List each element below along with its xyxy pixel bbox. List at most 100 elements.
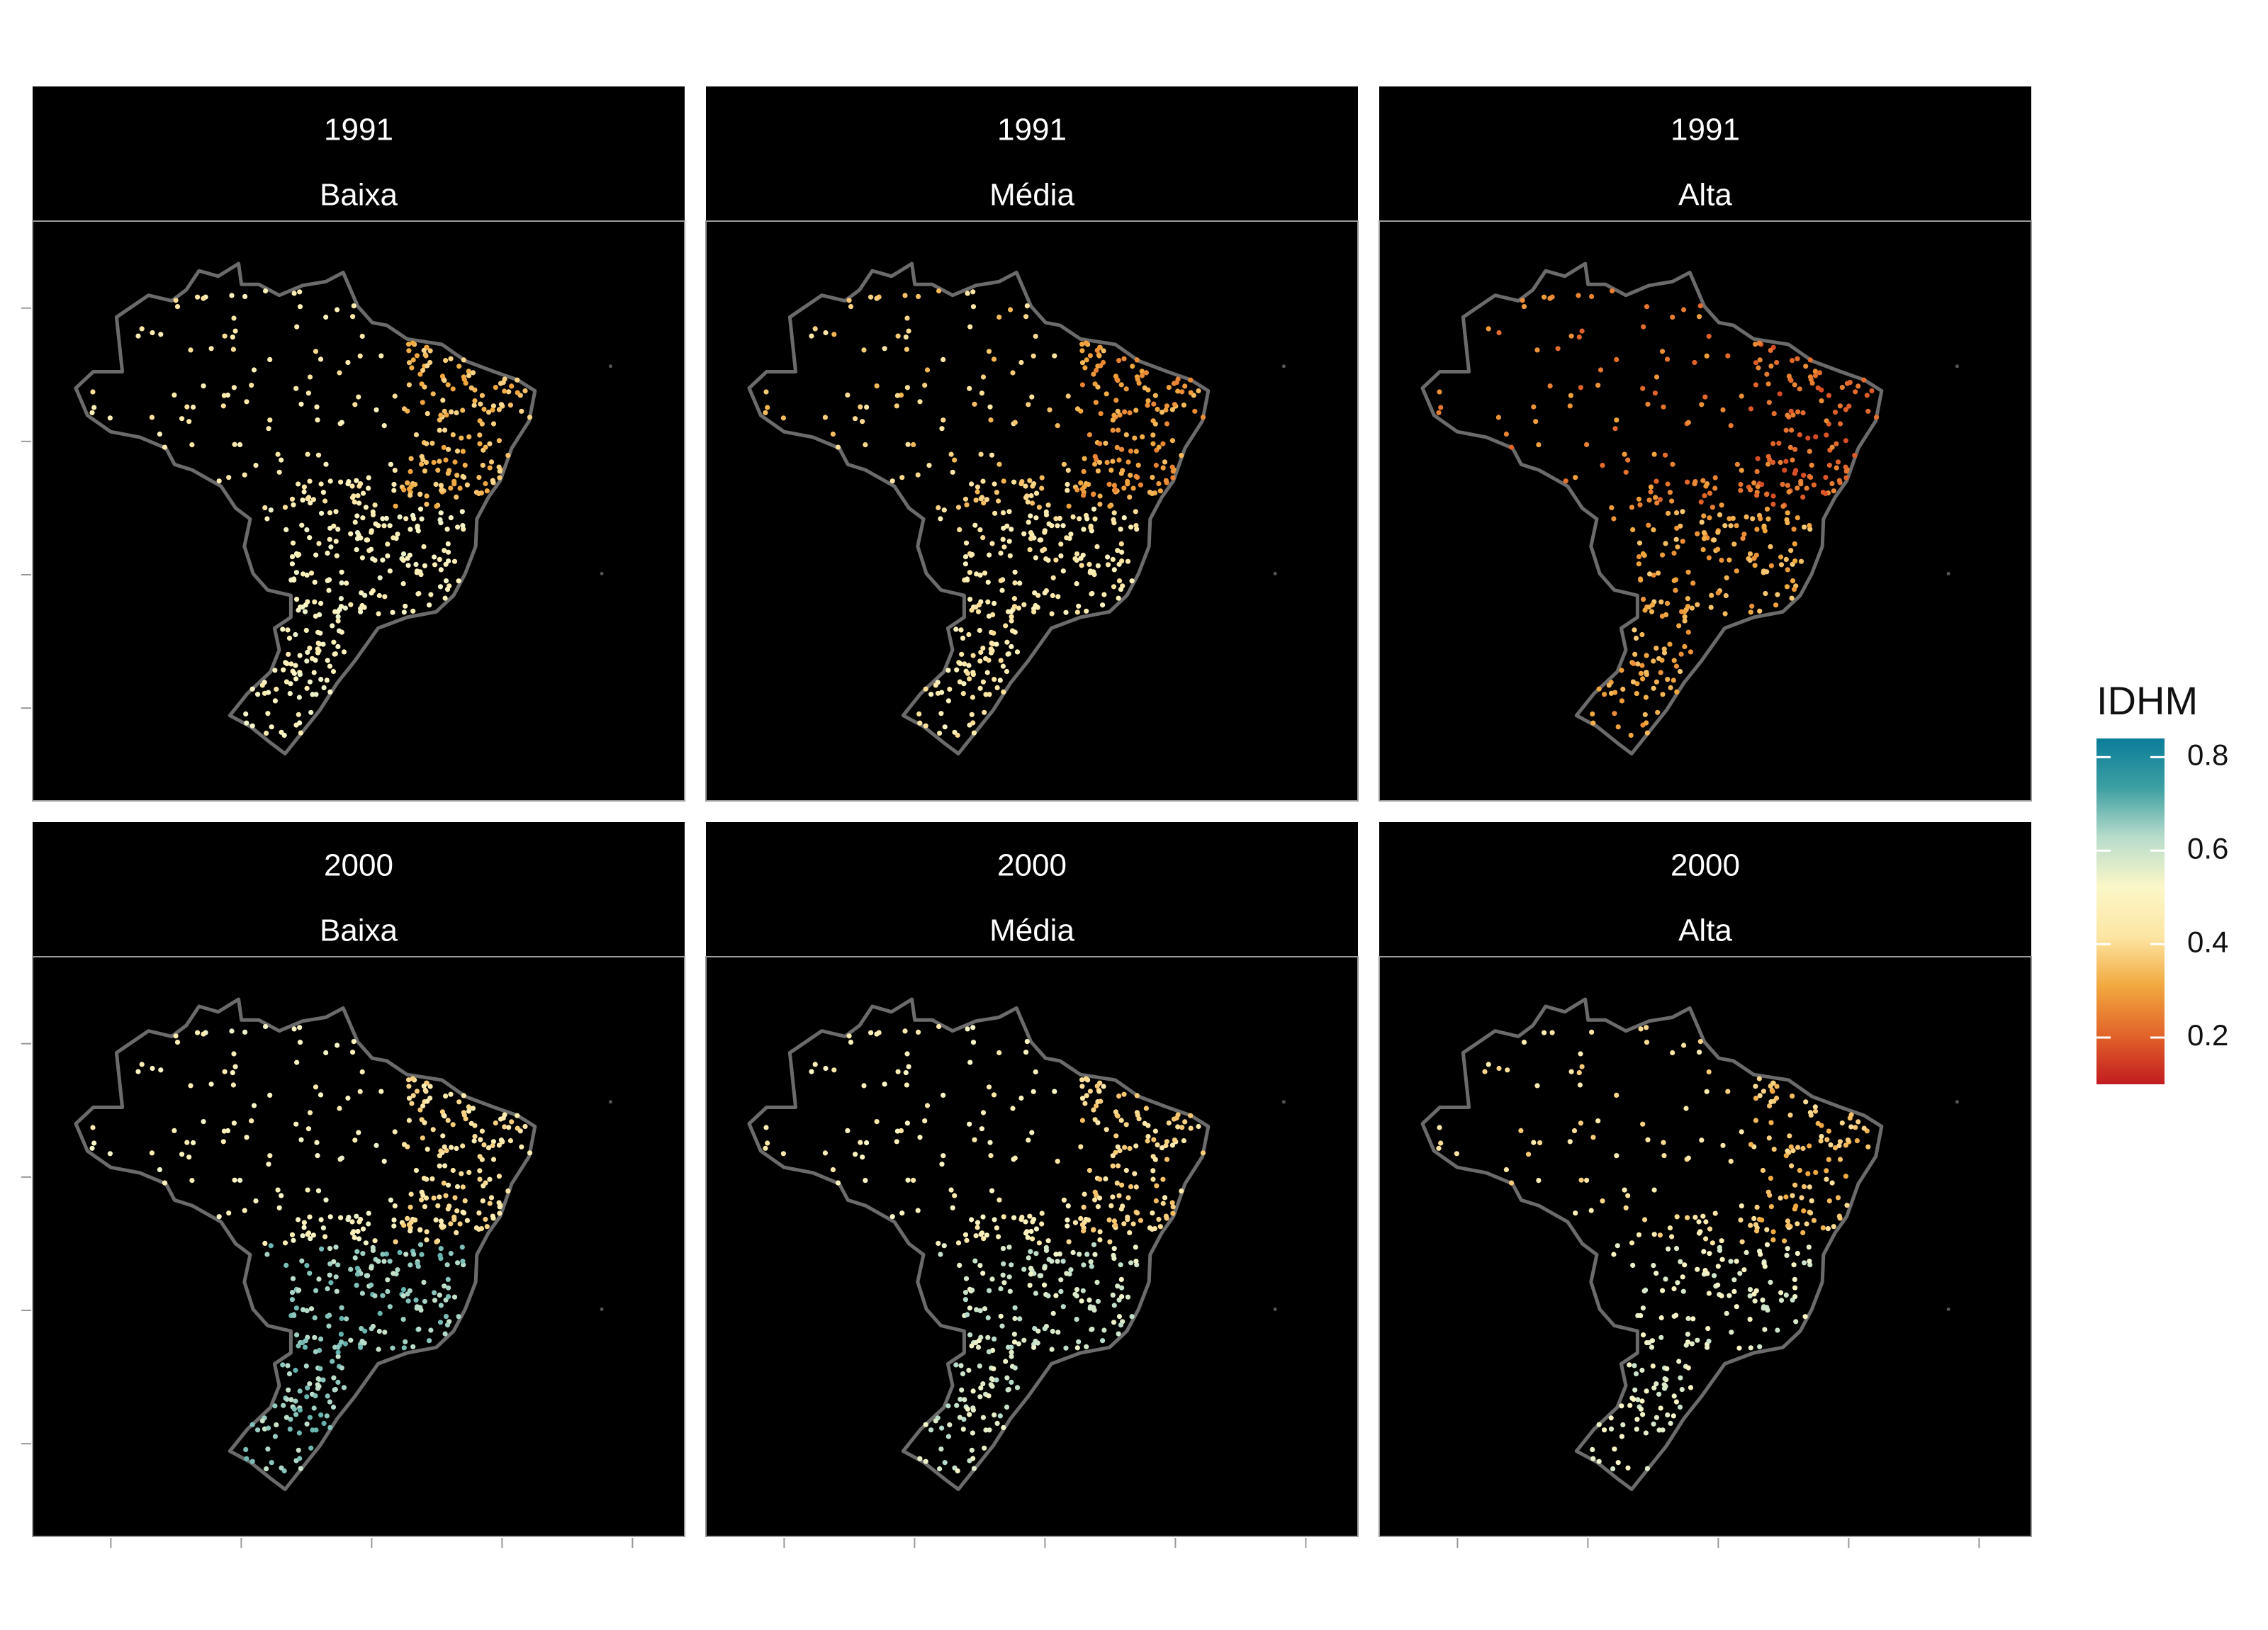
municipality-point [1009,618,1014,624]
municipality-point [1807,1143,1812,1149]
municipality-point [1111,584,1117,590]
municipality-point [417,1107,423,1113]
municipality-point [1094,347,1100,353]
municipality-point [1016,605,1021,611]
municipality-point [1175,388,1181,394]
municipality-point [975,1220,980,1225]
municipality-point [1788,378,1794,383]
municipality-point [90,389,96,395]
municipality-point [311,1405,317,1411]
municipality-point [1797,1167,1802,1174]
axis-ticks [21,307,1980,1548]
municipality-point [1835,1195,1841,1201]
municipality-point [403,1339,408,1344]
municipality-point [362,1328,368,1334]
municipality-point [434,1239,439,1244]
municipality-point [355,493,361,499]
municipality-point [310,1427,315,1433]
municipality-point [1856,383,1861,389]
municipality-point [307,1271,313,1276]
municipality-point [470,1106,476,1111]
municipality-point [1654,1271,1659,1276]
municipality-point [1031,481,1037,487]
municipality-point [461,376,467,383]
municipality-point [1121,356,1127,361]
municipality-point [903,335,909,340]
municipality-point [325,658,330,663]
municipality-point [1655,709,1661,715]
municipality-point [318,356,324,362]
municipality-point [1610,288,1615,294]
municipality-point [1644,730,1650,736]
facet-strip [1379,86,2031,221]
municipality-point [1139,369,1145,374]
municipality-point [1662,452,1668,458]
municipality-point [861,1083,867,1089]
municipality-point [1654,679,1659,685]
municipality-point [969,1447,975,1453]
municipality-point [1644,1040,1650,1045]
municipality-point [1738,481,1744,488]
municipality-point [1775,1327,1780,1333]
municipality-point [853,1152,858,1157]
municipality-point [1730,515,1736,522]
municipality-point [485,410,492,415]
municipality-point [515,1113,520,1118]
municipality-point [290,1276,296,1281]
municipality-point [427,602,432,608]
municipality-point [438,1246,444,1252]
municipality-point [1094,544,1100,550]
municipality-point [1671,678,1676,683]
municipality-point [333,509,339,515]
municipality-point [1076,1339,1082,1344]
municipality-point [316,1276,322,1282]
municipality-point [244,399,249,405]
municipality-point [1782,1238,1787,1244]
municipality-point [962,1232,969,1237]
municipality-point [392,468,398,473]
municipality-point [1092,461,1098,467]
municipality-point [926,463,932,468]
municipality-point [1004,1375,1010,1381]
municipality-point [1612,711,1617,716]
municipality-point [1622,451,1627,457]
municipality-point [437,556,442,563]
municipality-point [941,1243,947,1249]
municipality-point [1864,393,1870,398]
municipality-point [1671,1413,1676,1419]
municipality-point [1053,516,1059,522]
municipality-point [1812,1108,1819,1114]
municipality-point [405,1298,411,1304]
municipality-point [1081,1262,1087,1268]
municipality-point [1123,1122,1129,1128]
municipality-point [1150,1210,1155,1216]
municipality-point [397,1249,403,1255]
municipality-point [253,463,259,468]
municipality-point [1705,1344,1710,1350]
municipality-point [989,1276,995,1282]
municipality-point [1188,1113,1194,1118]
municipality-point [1660,552,1666,558]
municipality-point [331,639,337,645]
municipality-point [357,1236,362,1242]
island-marker [1281,364,1286,369]
municipality-point [365,1273,371,1278]
municipality-point [1079,1077,1085,1083]
municipality-point [454,1184,461,1190]
municipality-point [1699,519,1705,525]
municipality-point [1790,578,1796,584]
municipality-point [352,402,358,408]
municipality-point [299,1258,305,1264]
municipality-point [427,1095,433,1101]
municipality-point [1764,371,1770,377]
municipality-point [359,333,365,339]
municipality-point [1116,1094,1122,1099]
municipality-point [435,1203,441,1208]
municipality-point [1436,410,1442,415]
municipality-point [831,332,837,337]
municipality-point [1065,481,1070,488]
municipality-point [395,532,400,537]
municipality-point [906,1064,911,1069]
municipality-point [471,403,477,408]
municipality-point [845,392,850,398]
